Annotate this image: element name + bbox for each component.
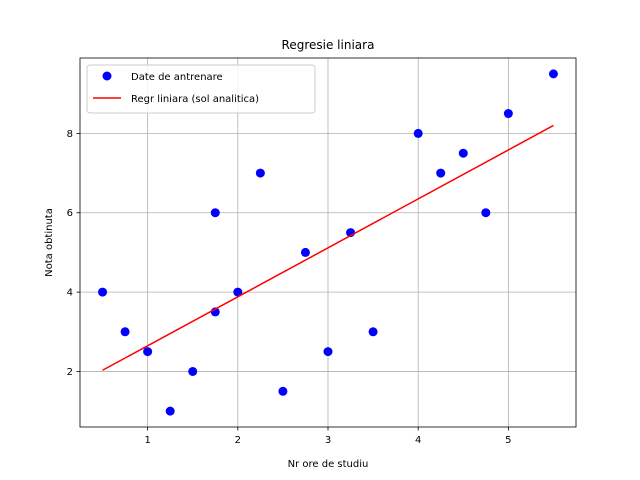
ticks: 1 2 3 4 5 2 4 6 8 <box>67 129 512 446</box>
scatter-point <box>458 148 468 158</box>
scatter-point <box>233 287 243 297</box>
scatter-point <box>188 366 198 376</box>
scatter-point <box>143 347 153 357</box>
scatter-point <box>300 247 310 257</box>
legend-box <box>86 64 316 114</box>
x-tick-label: 2 <box>235 435 241 446</box>
regression-line <box>102 124 554 371</box>
scatter-point <box>210 208 220 218</box>
x-tick-label: 3 <box>325 435 331 446</box>
scatter-point <box>503 109 513 119</box>
legend-label-scatter: Date de antrenare <box>131 72 223 83</box>
y-tick-label: 4 <box>67 288 73 299</box>
legend: Date de antrenare Regr liniara (sol anal… <box>86 64 316 114</box>
y-tick-label: 2 <box>67 367 73 378</box>
scatter-point <box>278 386 288 396</box>
y-axis-label: Nota obtinuta <box>44 208 55 277</box>
scatter-point <box>165 406 175 416</box>
scatter-point <box>255 168 265 178</box>
scatter-point <box>548 69 558 79</box>
x-tick-label: 5 <box>505 435 511 446</box>
x-tick-label: 1 <box>144 435 150 446</box>
scatter-point <box>323 347 333 357</box>
legend-scatter-marker <box>102 71 112 81</box>
scatter-point <box>120 327 130 337</box>
legend-label-line: Regr liniara (sol analitica) <box>131 94 259 105</box>
grid <box>80 58 576 427</box>
scatter-point <box>481 208 491 218</box>
x-tick-label: 4 <box>415 435 421 446</box>
chart-title: Regresie liniara <box>282 38 375 52</box>
scatter-point <box>413 128 423 138</box>
scatter-point <box>368 327 378 337</box>
y-tick-label: 6 <box>67 208 73 219</box>
scatter-point <box>98 287 108 297</box>
x-axis-label: Nr ore de studiu <box>288 459 369 470</box>
y-tick-label: 8 <box>67 129 73 140</box>
series-layer <box>98 69 558 416</box>
scatter-point <box>436 168 446 178</box>
